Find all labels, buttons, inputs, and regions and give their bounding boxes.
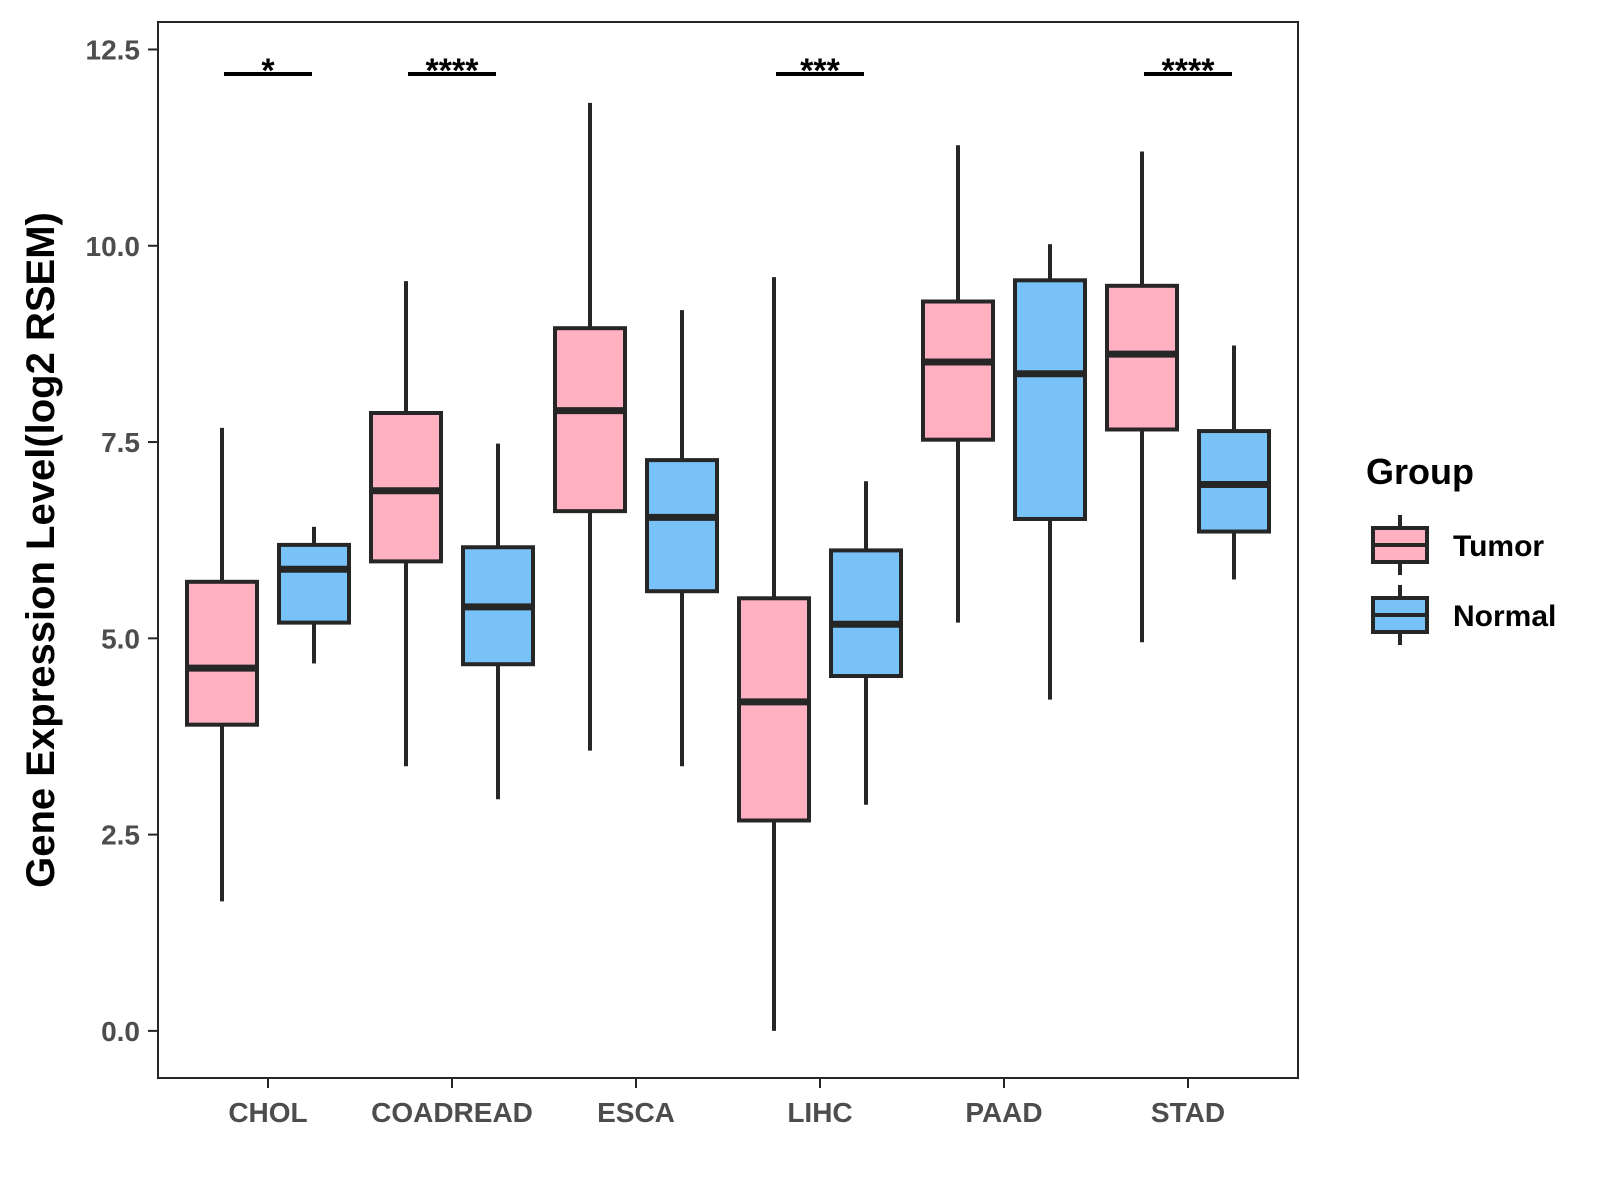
box-tumor-stad	[1105, 151, 1179, 643]
y-tick-label: 7.5	[101, 427, 140, 458]
legend-label: Tumor	[1453, 530, 1544, 563]
box-body	[645, 458, 719, 594]
x-tick-label: COADREAD	[371, 1097, 533, 1128]
x-tick-label: LIHC	[787, 1097, 852, 1128]
y-tick-label: 0.0	[101, 1016, 140, 1047]
significance-label: ****	[426, 52, 480, 90]
y-tick-label: 10.0	[86, 231, 141, 262]
box-tumor-lihc	[737, 277, 811, 1031]
box-normal-esca	[645, 310, 719, 767]
box-body	[369, 410, 443, 564]
box-body	[553, 326, 627, 514]
box-tumor-chol	[185, 427, 259, 902]
x-tick-label: CHOL	[228, 1097, 307, 1128]
box-normal-coadread	[461, 443, 535, 800]
box-normal-stad	[1197, 345, 1271, 580]
x-tick-label: STAD	[1151, 1097, 1225, 1128]
legend-item-tumor: Tumor	[1371, 515, 1544, 575]
y-tick-label: 2.5	[101, 820, 140, 851]
box-body	[829, 548, 903, 679]
box-normal-paad	[1013, 244, 1087, 700]
y-tick-label: 12.5	[86, 34, 141, 65]
y-tick-label: 5.0	[101, 623, 140, 654]
box-body	[1013, 278, 1087, 521]
plot-area: * **** *** ****	[185, 52, 1271, 1031]
legend-item-normal: Normal	[1371, 585, 1556, 645]
y-axis-title: Gene Expression Level(log2 RSEM)	[19, 212, 63, 888]
significance-label: ***	[800, 52, 840, 90]
box-tumor-paad	[921, 145, 995, 623]
axes: 0.0 2.5 5.0 7.5 10.0 12.5 CHOL COADREAD ESCA LIHC…	[86, 21, 1299, 1128]
box-body	[921, 299, 995, 442]
legend: Group Tumor Normal	[1366, 451, 1556, 645]
x-tick-label: ESCA	[597, 1097, 675, 1128]
box-body	[1105, 283, 1179, 432]
box-tumor-esca	[553, 102, 627, 751]
box-body	[185, 579, 259, 727]
box-body	[737, 596, 811, 823]
x-tick-label: PAAD	[965, 1097, 1042, 1128]
box-tumor-coadread	[369, 281, 443, 767]
legend-label: Normal	[1453, 600, 1556, 633]
significance-label: ****	[1162, 52, 1216, 90]
box-normal-lihc	[829, 481, 903, 805]
box-normal-chol	[277, 526, 351, 664]
panel-border	[157, 21, 1299, 1079]
box-body	[277, 542, 351, 625]
legend-title: Group	[1366, 451, 1474, 492]
significance-label: *	[261, 52, 275, 90]
